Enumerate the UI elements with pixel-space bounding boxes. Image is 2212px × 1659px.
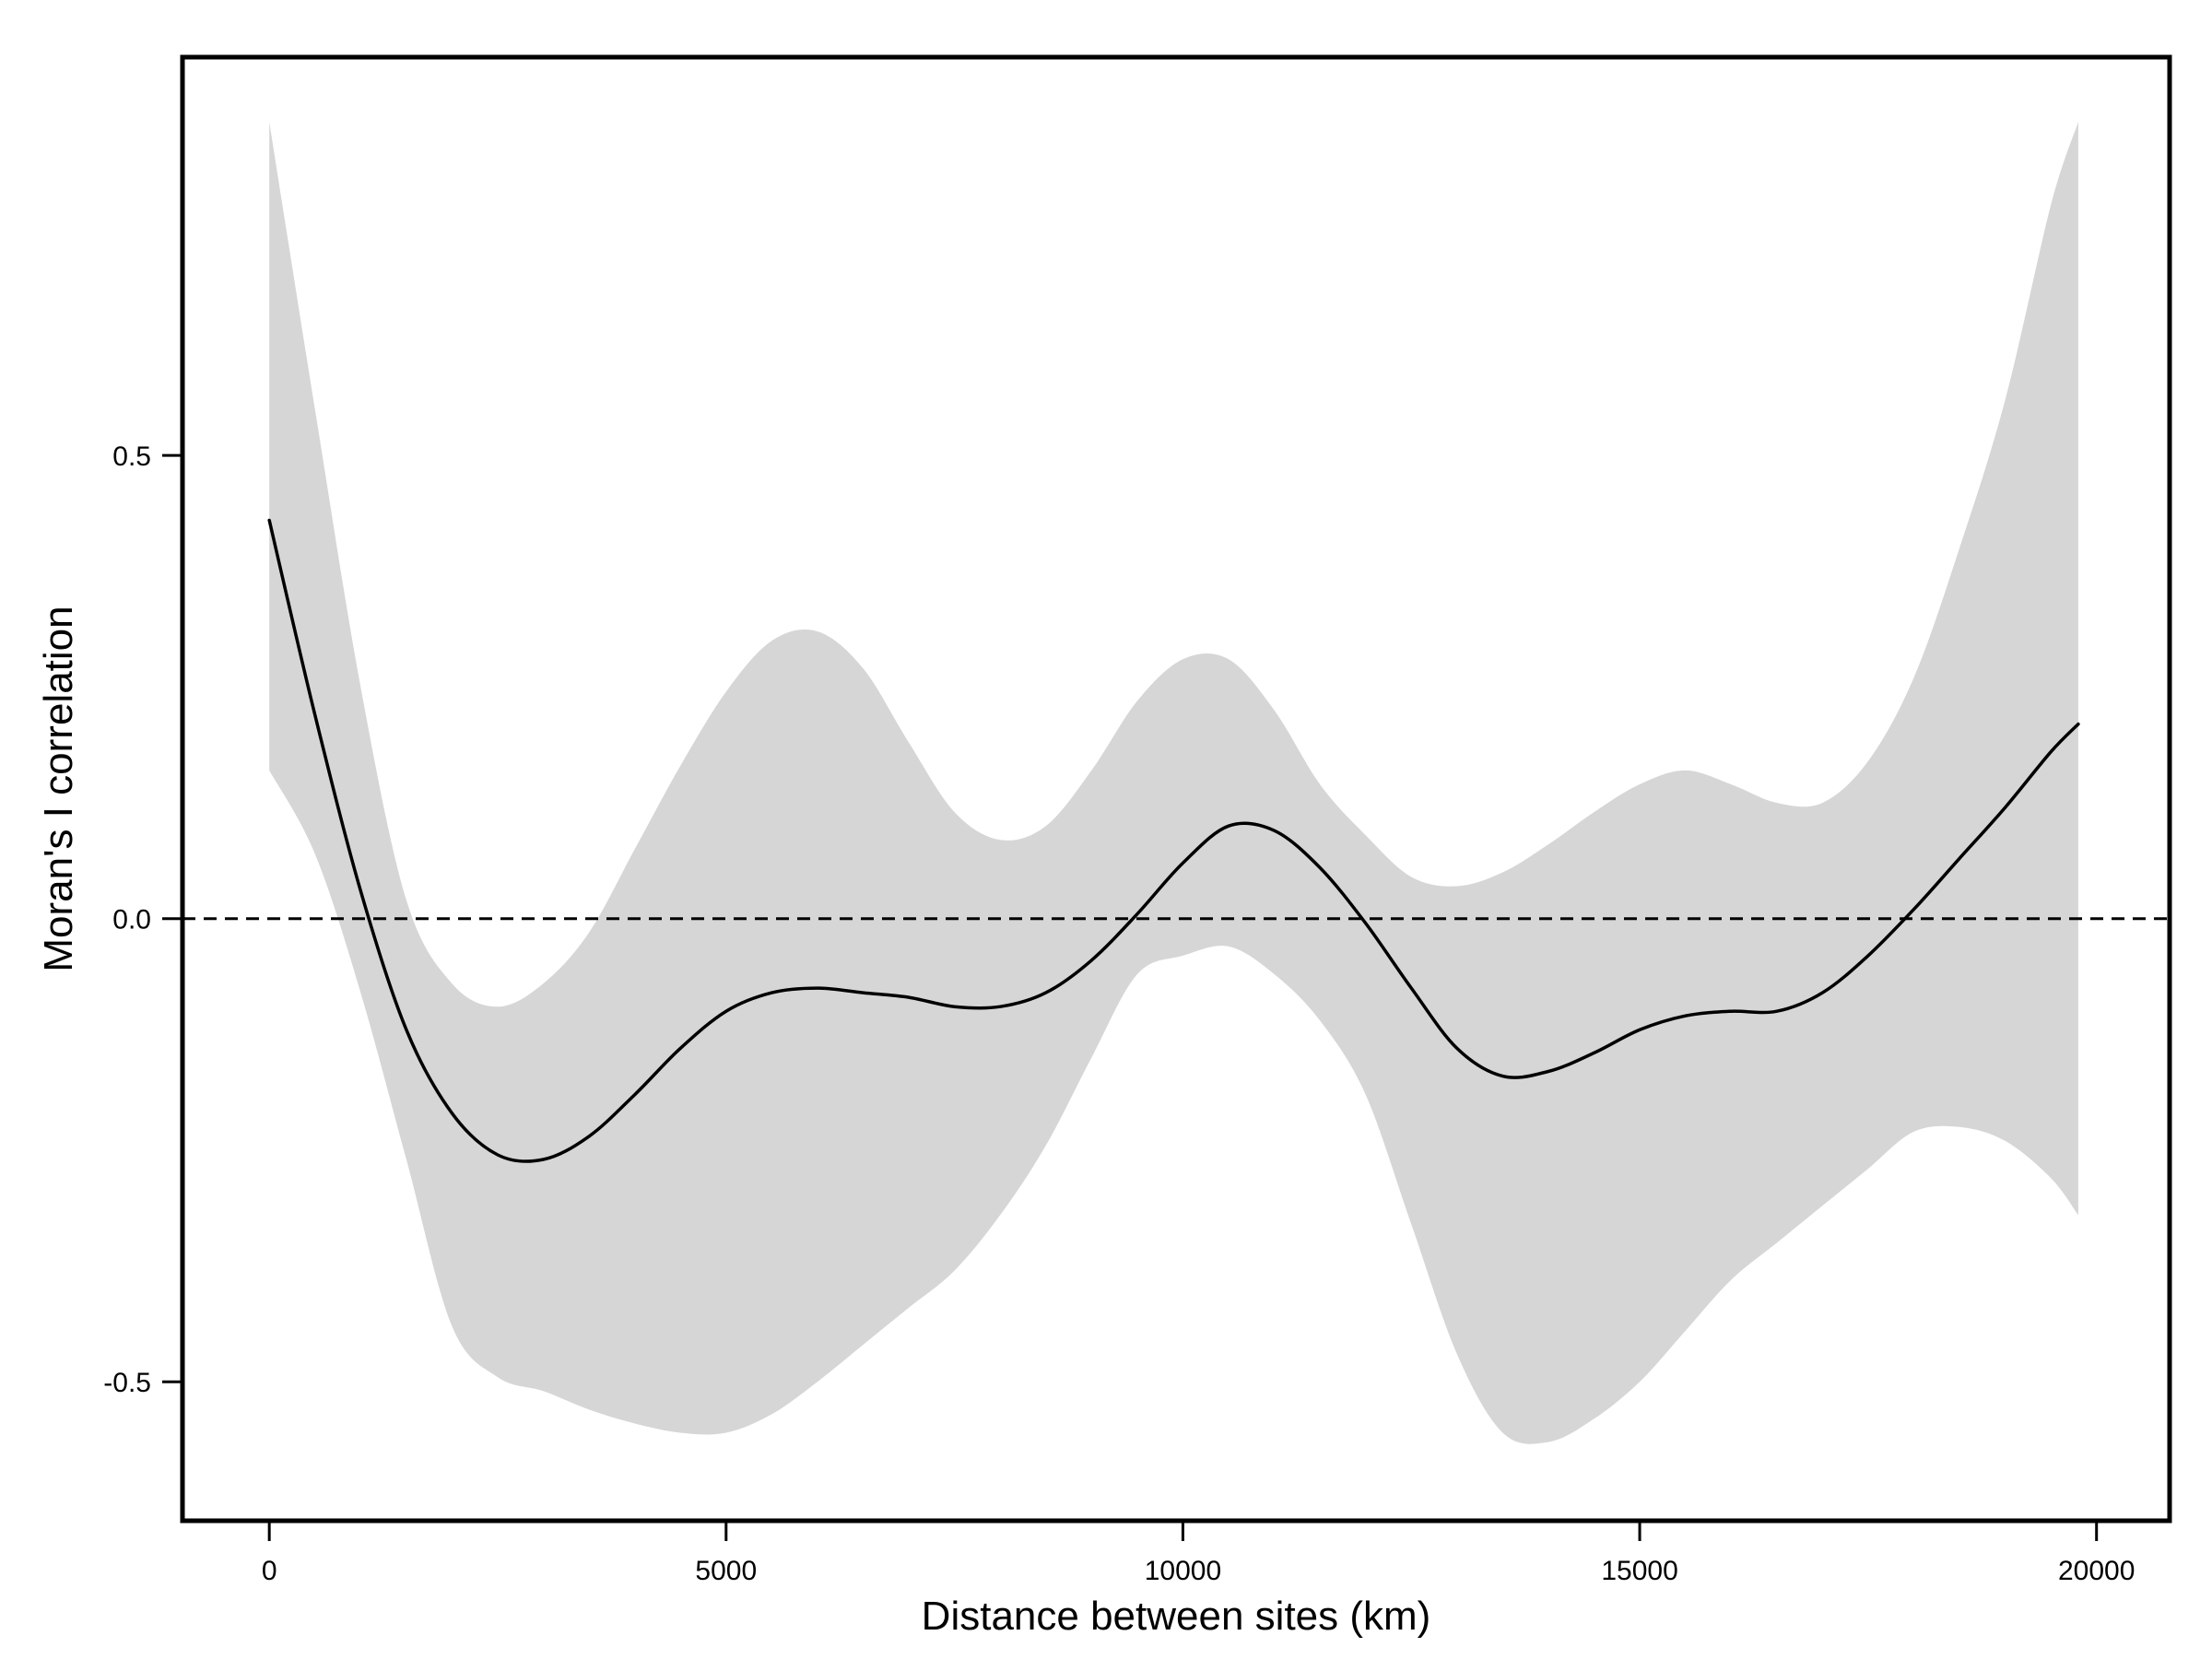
- x-tick-label: 15000: [1601, 1556, 1677, 1586]
- x-tick-label: 5000: [695, 1556, 757, 1586]
- confidence-band-layer: [269, 122, 2078, 1444]
- y-axis-title: Moran's I correlation: [36, 606, 81, 971]
- x-tick-label: 10000: [1145, 1556, 1221, 1586]
- x-axis-title: Distance between sites (km): [922, 1594, 1431, 1639]
- correlation-line: [267, 518, 2080, 1163]
- plot-frame: [180, 54, 2172, 1524]
- x-tick-label: 0: [262, 1556, 277, 1586]
- x-tick-label: 20000: [2058, 1556, 2135, 1586]
- series-line-layer: [267, 518, 2080, 1163]
- y-tick-label: 0.0: [112, 905, 151, 935]
- x-axis: 0 5000 10000 15000 20000: [262, 1523, 2135, 1586]
- y-tick-label: 0.5: [112, 441, 151, 472]
- y-axis: -0.5 0.0 0.5: [103, 441, 181, 1398]
- y-tick-label: -0.5: [103, 1368, 151, 1398]
- confidence-band: [269, 122, 2078, 1444]
